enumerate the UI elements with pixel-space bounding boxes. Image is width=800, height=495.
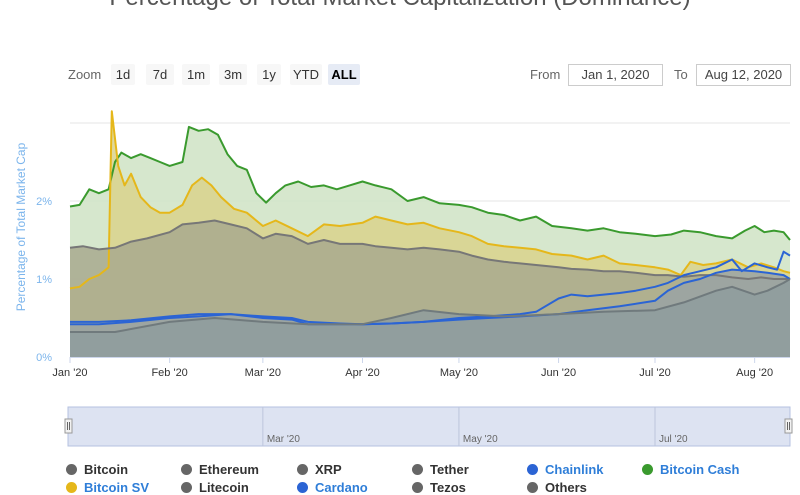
series-line-chainlink xyxy=(70,250,791,326)
legend-item-bitcoin-sv[interactable]: Bitcoin SV xyxy=(66,480,149,495)
legend-marker-icon xyxy=(181,482,192,493)
series-line-bitcoin-cash xyxy=(69,125,791,241)
legend-item-xrp[interactable]: XRP xyxy=(297,462,342,477)
x-tick-label: Mar '20 xyxy=(245,367,281,379)
legend-item-others[interactable]: Others xyxy=(527,480,587,495)
series-line-others xyxy=(69,219,790,280)
legend-label: Others xyxy=(545,480,587,495)
zoom-button-7d[interactable]: 7d xyxy=(146,64,174,85)
legend-marker-icon xyxy=(297,464,308,475)
range-to-input[interactable]: Aug 12, 2020 xyxy=(696,64,791,86)
x-tick-label: Feb '20 xyxy=(151,367,187,379)
zoom-button-all[interactable]: ALL xyxy=(328,64,360,85)
legend-marker-icon xyxy=(66,482,77,493)
chart-title: Percentage of Total Market Capitalizatio… xyxy=(0,0,800,12)
series-line-cardano xyxy=(70,268,791,326)
legend-label: XRP xyxy=(315,462,342,477)
zoom-label: Zoom xyxy=(68,67,102,82)
legend-label: Tezos xyxy=(430,480,466,495)
series-line-bitcoin-sv xyxy=(69,110,791,290)
legend-marker-icon xyxy=(412,482,423,493)
legend-marker-icon xyxy=(297,482,308,493)
area-tezos xyxy=(70,279,790,357)
x-tick-label: Jul '20 xyxy=(639,367,670,379)
x-tick-label: Jan '20 xyxy=(52,367,87,379)
legend-item-bitcoin[interactable]: Bitcoin xyxy=(66,462,128,477)
x-tick-label: Apr '20 xyxy=(345,367,380,379)
y-tick-label: 2% xyxy=(36,196,52,208)
legend-label: Bitcoin Cash xyxy=(660,462,740,477)
range-from-input[interactable]: Jan 1, 2020 xyxy=(568,64,663,86)
legend-item-tezos[interactable]: Tezos xyxy=(412,480,466,495)
zoom-button-3m[interactable]: 3m xyxy=(219,64,247,85)
y-tick-label: 1% xyxy=(36,274,52,286)
legend-marker-icon xyxy=(527,464,538,475)
range-from-label: From xyxy=(530,67,561,82)
legend-label: Ethereum xyxy=(199,462,259,477)
legend-marker-icon xyxy=(412,464,423,475)
series-line-tezos xyxy=(70,278,791,333)
y-tick-label: 0% xyxy=(36,352,52,364)
zoom-button-1y[interactable]: 1y xyxy=(257,64,281,85)
zoom-button-1m[interactable]: 1m xyxy=(182,64,210,85)
zoom-button-1d[interactable]: 1d xyxy=(111,64,135,85)
legend-item-ethereum[interactable]: Ethereum xyxy=(181,462,259,477)
legend-item-cardano[interactable]: Cardano xyxy=(297,480,368,495)
navigator-mask xyxy=(67,406,791,447)
range-to-label: To xyxy=(674,67,688,82)
legend-label: Bitcoin xyxy=(84,462,129,477)
legend-label: Chainlink xyxy=(545,462,604,477)
legend-item-litecoin[interactable]: Litecoin xyxy=(181,480,249,495)
x-tick-label: May '20 xyxy=(440,367,478,379)
x-tick-label: Jun '20 xyxy=(541,367,576,379)
legend-marker-icon xyxy=(181,464,192,475)
legend-item-bitcoin-cash[interactable]: Bitcoin Cash xyxy=(642,462,739,477)
legend-item-chainlink[interactable]: Chainlink xyxy=(527,462,604,477)
legend-marker-icon xyxy=(66,464,77,475)
legend-label: Litecoin xyxy=(199,480,249,495)
x-tick-label: Aug '20 xyxy=(736,367,773,379)
navigator-label: Mar '20 xyxy=(267,434,300,445)
navigator-label: Jul '20 xyxy=(659,434,688,445)
zoom-button-ytd[interactable]: YTD xyxy=(290,64,322,85)
legend-marker-icon xyxy=(527,482,538,493)
navigator-right-handle[interactable] xyxy=(784,418,793,434)
legend-label: Bitcoin SV xyxy=(84,480,150,495)
legend-label: Tether xyxy=(430,462,469,477)
legend-marker-icon xyxy=(642,464,653,475)
navigator-label: May '20 xyxy=(463,434,498,445)
navigator-left-handle[interactable] xyxy=(64,418,73,434)
legend-label: Cardano xyxy=(315,480,368,495)
legend-item-tether[interactable]: Tether xyxy=(412,462,469,477)
